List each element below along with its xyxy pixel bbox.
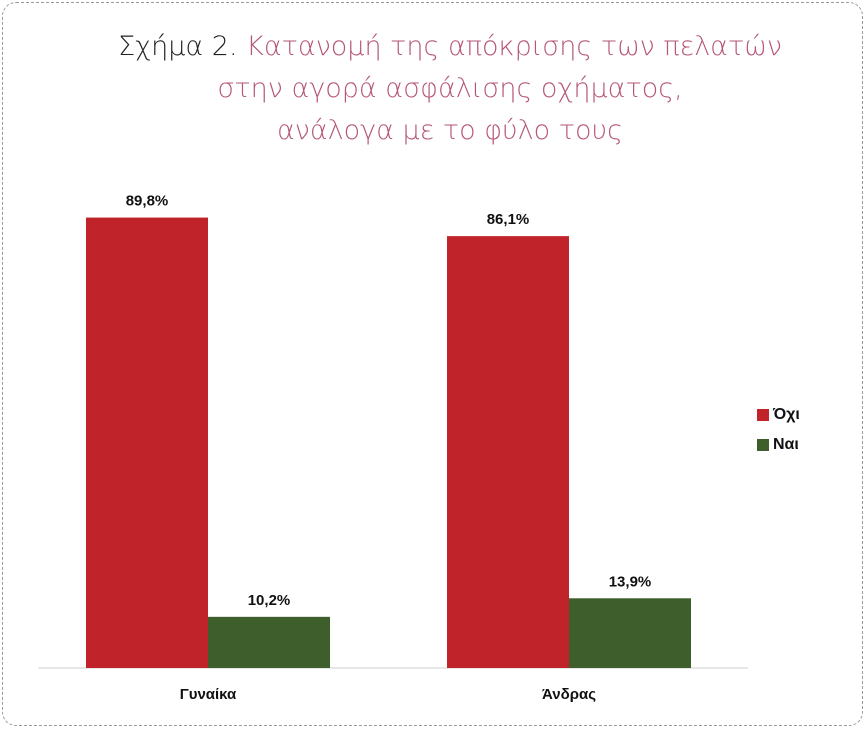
legend-item-oxi: Όχι xyxy=(757,400,800,430)
bar-andras-nai xyxy=(569,598,691,668)
title-line-2: στην αγορά ασφάλισης οχήματος, xyxy=(217,73,683,104)
chart-title: Σχήμα 2. Κατανομή της απόκρισης των πελα… xyxy=(100,26,800,152)
legend-label-nai: Ναι xyxy=(773,436,799,453)
bar-andras-oxi xyxy=(447,236,569,668)
data-label-gynaika-nai: 10,2% xyxy=(248,592,291,609)
legend-label-oxi: Όχι xyxy=(773,406,800,423)
bar-gynaika-oxi xyxy=(86,217,208,668)
title-line-1: Κατανομή της απόκρισης των πελατών xyxy=(246,31,782,62)
legend-item-nai: Ναι xyxy=(757,430,800,460)
data-label-gynaika-oxi: 89,8% xyxy=(126,193,169,210)
title-line-3: ανάλογα με το φύλο τους xyxy=(276,115,623,146)
bar-gynaika-nai xyxy=(208,616,330,668)
title-prefix: Σχήμα 2. xyxy=(118,31,238,62)
legend-swatch-nai xyxy=(757,439,769,451)
legend-swatch-oxi xyxy=(757,409,769,421)
legend: Όχι Ναι xyxy=(757,400,800,460)
category-label-andras: Άνδρας xyxy=(542,686,596,703)
category-label-gynaika: Γυναίκα xyxy=(180,686,237,703)
data-label-andras-oxi: 86,1% xyxy=(487,211,530,228)
data-label-andras-nai: 13,9% xyxy=(609,573,652,590)
